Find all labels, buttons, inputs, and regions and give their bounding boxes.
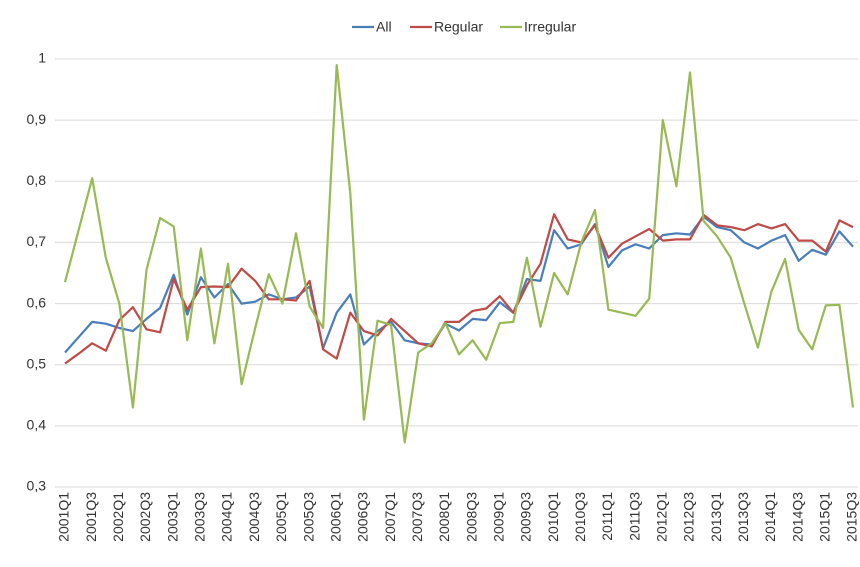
legend-label: Irregular bbox=[524, 19, 576, 35]
x-tick-label: 2005Q1 bbox=[273, 492, 289, 542]
x-tick-label: 2008Q3 bbox=[463, 492, 479, 542]
x-tick-label: 2011Q3 bbox=[626, 492, 642, 541]
x-tick-label: 2015Q3 bbox=[844, 492, 860, 542]
x-tick-label: 2009Q3 bbox=[518, 492, 534, 542]
x-tick-label: 2003Q3 bbox=[192, 492, 208, 542]
x-tick-label: 2010Q3 bbox=[572, 492, 588, 542]
y-tick-label: 0,8 bbox=[27, 172, 47, 188]
x-tick-label: 2004Q3 bbox=[246, 492, 262, 542]
x-tick-label: 2007Q1 bbox=[382, 492, 398, 542]
y-tick-label: 1 bbox=[38, 50, 46, 66]
x-tick-label: 2012Q1 bbox=[653, 492, 669, 542]
y-tick-label: 0,3 bbox=[27, 478, 47, 494]
y-tick-label: 0,9 bbox=[27, 111, 47, 127]
x-tick-label: 2003Q1 bbox=[164, 492, 180, 542]
x-tick-label: 2015Q1 bbox=[817, 492, 833, 542]
x-tick-label: 2014Q3 bbox=[789, 492, 805, 542]
y-tick-label: 0,6 bbox=[27, 294, 47, 310]
x-tick-label: 2010Q1 bbox=[545, 492, 561, 542]
x-tick-label: 2005Q3 bbox=[300, 492, 316, 542]
x-tick-label: 2013Q3 bbox=[735, 492, 751, 542]
x-tick-label: 2006Q3 bbox=[355, 492, 371, 542]
y-tick-label: 0,7 bbox=[27, 233, 47, 249]
series-line bbox=[64, 213, 854, 365]
x-tick-label: 2008Q1 bbox=[436, 492, 452, 542]
x-tick-label: 2009Q1 bbox=[490, 492, 506, 542]
x-tick-label: 2007Q3 bbox=[409, 492, 425, 542]
y-tick-label: 0,4 bbox=[27, 417, 47, 433]
x-tick-label: 2004Q1 bbox=[219, 492, 235, 542]
series-line bbox=[63, 63, 855, 444]
x-tick-label: 2002Q1 bbox=[110, 492, 126, 542]
legend-label: Regular bbox=[434, 19, 483, 35]
x-tick-label: 2006Q1 bbox=[327, 492, 343, 542]
series-line bbox=[64, 215, 854, 354]
x-tick-label: 2001Q3 bbox=[83, 492, 99, 542]
x-tick-label: 2012Q3 bbox=[681, 492, 697, 542]
x-tick-label: 2014Q1 bbox=[762, 492, 778, 542]
x-tick-label: 2013Q1 bbox=[708, 492, 724, 542]
legend-label: All bbox=[376, 19, 392, 35]
y-tick-label: 0,5 bbox=[27, 355, 47, 371]
x-tick-label: 2011Q1 bbox=[599, 492, 615, 541]
x-tick-label: 2001Q1 bbox=[56, 492, 72, 542]
x-tick-label: 2002Q3 bbox=[137, 492, 153, 542]
